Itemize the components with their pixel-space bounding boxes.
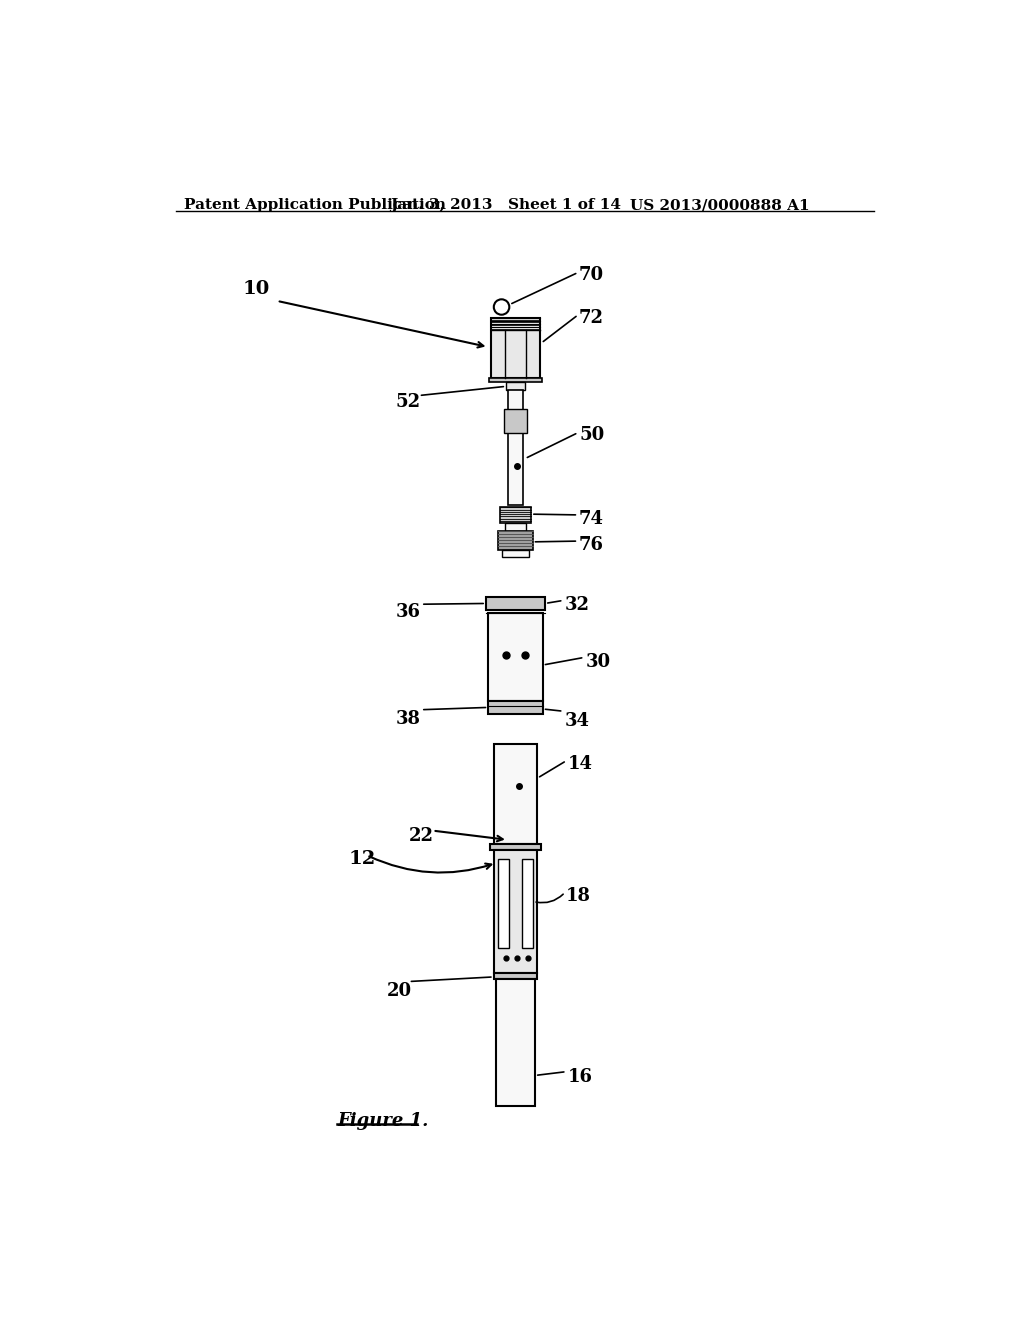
Bar <box>488 701 543 714</box>
Text: 70: 70 <box>579 267 604 284</box>
Bar <box>489 378 542 383</box>
Bar <box>498 859 509 948</box>
Text: 32: 32 <box>564 595 590 614</box>
Bar <box>500 507 531 523</box>
Text: 76: 76 <box>579 536 604 553</box>
Bar <box>486 597 545 610</box>
Bar <box>508 391 523 506</box>
Text: 36: 36 <box>395 603 421 622</box>
Text: Figure 1.: Figure 1. <box>337 1111 429 1130</box>
Bar <box>496 979 535 1106</box>
Text: 34: 34 <box>564 711 590 730</box>
Bar <box>499 531 532 549</box>
Text: 52: 52 <box>395 393 421 412</box>
Text: 38: 38 <box>395 710 421 729</box>
Bar <box>494 743 538 843</box>
Bar <box>489 843 541 850</box>
Bar <box>522 859 534 948</box>
Text: 30: 30 <box>586 653 610 671</box>
Bar <box>494 973 538 979</box>
Bar <box>506 383 524 391</box>
Text: 14: 14 <box>567 755 593 774</box>
Text: 16: 16 <box>567 1068 593 1086</box>
Text: 12: 12 <box>349 850 376 867</box>
Bar <box>492 318 540 378</box>
Text: 50: 50 <box>579 426 604 445</box>
Text: US 2013/0000888 A1: US 2013/0000888 A1 <box>630 198 810 213</box>
Text: Jan. 3, 2013: Jan. 3, 2013 <box>390 198 493 213</box>
Bar <box>502 549 529 557</box>
Text: 10: 10 <box>243 280 270 298</box>
Text: 72: 72 <box>579 309 604 326</box>
Text: 22: 22 <box>409 826 433 845</box>
Bar <box>494 850 538 973</box>
Bar <box>504 409 527 433</box>
Text: Patent Application Publication: Patent Application Publication <box>183 198 445 213</box>
Text: 18: 18 <box>566 887 591 904</box>
Bar <box>488 612 543 701</box>
Text: 20: 20 <box>387 982 412 1001</box>
Text: 74: 74 <box>579 511 604 528</box>
Bar <box>505 523 526 531</box>
Text: Sheet 1 of 14: Sheet 1 of 14 <box>508 198 621 213</box>
